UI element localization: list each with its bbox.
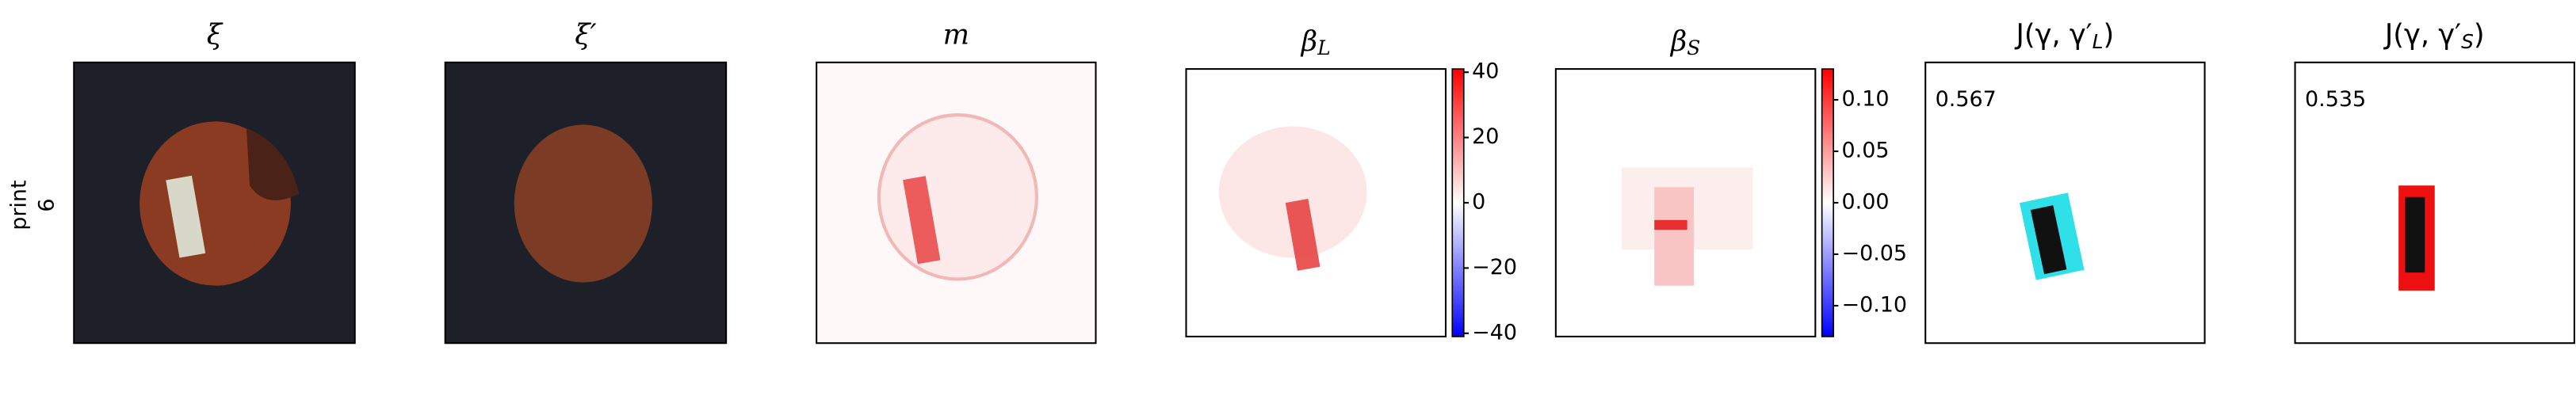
- print-heat: [1285, 199, 1320, 271]
- panel-title: ξ: [207, 18, 224, 51]
- colorbar-tick-label: 40: [1472, 59, 1499, 84]
- title-part: ξ: [207, 18, 224, 51]
- panel-frame: [1554, 68, 1817, 337]
- panel-title: m: [943, 18, 969, 51]
- title-part: J(γ, γ′: [2383, 19, 2461, 51]
- title-part: m: [943, 18, 969, 51]
- object: [1218, 126, 1367, 258]
- panel-title: βL: [1300, 25, 1331, 59]
- title-part: J(γ, γ′: [2014, 19, 2092, 51]
- row-label-line: print: [6, 180, 31, 230]
- heat: [1654, 219, 1687, 230]
- colorbar-tick-label: 0: [1472, 190, 1485, 215]
- object-damage: [246, 128, 300, 200]
- colorbar-tick-label: −0.05: [1842, 241, 1908, 265]
- colorbar-tick-label: 0.05: [1842, 139, 1890, 163]
- mask: [2030, 205, 2067, 275]
- print-heat: [903, 176, 941, 265]
- colorbar-tick-label: −0.10: [1842, 292, 1908, 317]
- panel-title: ξ′: [575, 18, 596, 51]
- colorbar-tick-label: −40: [1472, 320, 1517, 345]
- score: 0.535: [2305, 87, 2366, 112]
- title-part: β: [1300, 25, 1317, 57]
- title-part: ): [2104, 19, 2115, 51]
- panel-frame: [73, 61, 356, 345]
- mask: [2405, 196, 2425, 273]
- colorbar-tick-label: 20: [1472, 124, 1499, 149]
- object: [514, 124, 652, 283]
- row-label: print 6: [6, 180, 59, 230]
- title-subscript: L: [1317, 36, 1331, 59]
- panel-title: J(γ, γ′S): [2383, 19, 2485, 53]
- panel-title: βS: [1669, 25, 1700, 59]
- panel-frame: [1924, 61, 2206, 345]
- colorbar: [1821, 68, 1834, 337]
- title-part: ξ′: [575, 18, 596, 51]
- title-subscript: S: [2461, 30, 2474, 53]
- title-part: ): [2474, 19, 2485, 51]
- score: 0.567: [1936, 87, 1997, 112]
- panel-frame: [2294, 61, 2575, 345]
- object-edge: [877, 113, 1038, 281]
- title-subscript: L: [2093, 30, 2104, 53]
- panel-title: J(γ, γ′L): [2014, 19, 2114, 53]
- title-part: β: [1669, 25, 1687, 57]
- colorbar-tick-label: 0.00: [1842, 190, 1890, 215]
- heat: [1654, 187, 1694, 286]
- panel-frame: [816, 61, 1097, 345]
- panel-frame: [1185, 68, 1447, 337]
- row-label-line: 6: [35, 199, 59, 212]
- colorbar-tick-label: −20: [1472, 255, 1517, 280]
- print-text: [166, 175, 206, 258]
- colorbar: [1451, 68, 1465, 337]
- panel-frame: [444, 61, 728, 345]
- title-subscript: S: [1687, 36, 1700, 59]
- colorbar-tick-label: 0.10: [1842, 87, 1890, 112]
